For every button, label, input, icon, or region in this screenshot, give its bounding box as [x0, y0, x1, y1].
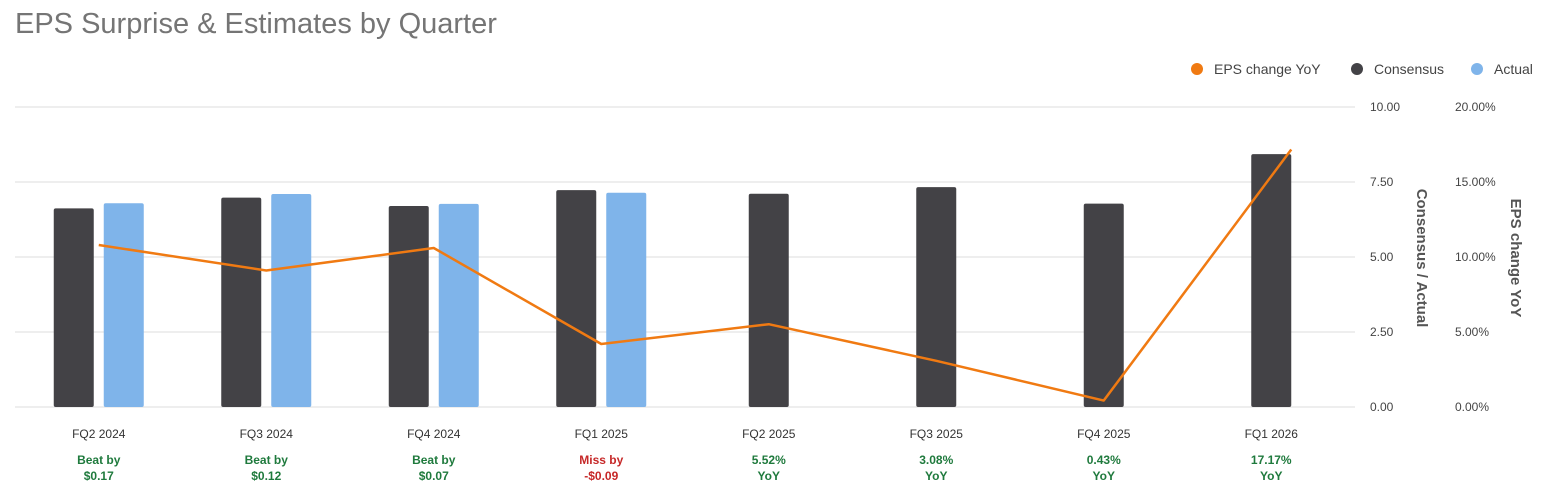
bars: [53, 154, 1292, 407]
y-left-tick-label: 0.00: [1370, 400, 1394, 414]
legend-label[interactable]: Consensus: [1374, 61, 1444, 77]
x-category-label: FQ4 2024: [407, 427, 461, 441]
actual-bar[interactable]: [606, 192, 647, 407]
legend-marker[interactable]: [1471, 63, 1483, 75]
annotation-line1: Beat by: [245, 453, 289, 467]
annotation-line1: 17.17%: [1251, 453, 1292, 467]
y-right-axis-title: EPS change YoY: [1507, 199, 1524, 318]
actual-bar[interactable]: [103, 203, 144, 407]
consensus-bar[interactable]: [221, 197, 262, 407]
annotation-line2: YoY: [1260, 469, 1282, 483]
consensus-bar[interactable]: [748, 193, 789, 407]
annotation-line1: Beat by: [77, 453, 121, 467]
consensus-bar[interactable]: [388, 206, 429, 407]
annotation-line2: YoY: [758, 469, 780, 483]
legend-label[interactable]: Actual: [1494, 61, 1533, 77]
legend-marker[interactable]: [1191, 63, 1203, 75]
y-right-tick-label: 15.00%: [1455, 175, 1496, 189]
y-right-tick-label: 0.00%: [1455, 400, 1489, 414]
x-category-label: FQ2 2024: [72, 427, 126, 441]
y-right-tick-label: 20.00%: [1455, 100, 1496, 114]
annotation-line1: 3.08%: [919, 453, 953, 467]
right-axis-ticks: 0.00% 5.00% 10.00% 15.00% 20.00%: [1455, 100, 1496, 414]
annotation-line2: -$0.09: [584, 469, 618, 483]
annotation-line1: Miss by: [579, 453, 623, 467]
consensus-bar[interactable]: [556, 190, 597, 407]
chart-title: EPS Surprise & Estimates by Quarter: [15, 8, 497, 40]
actual-bar[interactable]: [438, 203, 479, 407]
x-category-label: FQ2 2025: [742, 427, 796, 441]
category-labels: FQ2 2024 FQ3 2024 FQ4 2024 FQ1 2025 FQ2 2025…: [72, 427, 1298, 441]
grid-lines: [15, 106, 1355, 408]
annotation-line2: $0.12: [251, 469, 281, 483]
consensus-bar[interactable]: [1251, 154, 1292, 407]
surprise-annotations: Beat by $0.17 Beat by $0.12 Beat by $0.07 Miss…: [77, 453, 1292, 483]
x-category-label: FQ4 2025: [1077, 427, 1131, 441]
consensus-bar[interactable]: [1083, 203, 1124, 407]
annotation-line1: 0.43%: [1087, 453, 1121, 467]
legend-label[interactable]: EPS change YoY: [1214, 61, 1321, 77]
legend[interactable]: EPS change YoY Consensus Actual: [1191, 61, 1533, 77]
annotation-line2: YoY: [925, 469, 947, 483]
left-axis-ticks: 0.00 2.50 5.00 7.50 10.00: [1370, 100, 1400, 414]
y-left-tick-label: 7.50: [1370, 175, 1394, 189]
annotation-line1: 5.52%: [752, 453, 786, 467]
legend-marker[interactable]: [1351, 63, 1363, 75]
consensus-bar[interactable]: [916, 187, 957, 407]
y-left-axis-title: Consensus / Actual: [1413, 189, 1430, 328]
annotation-line1: Beat by: [412, 453, 456, 467]
actual-bar[interactable]: [271, 194, 312, 407]
y-left-tick-label: 10.00: [1370, 100, 1400, 114]
y-right-tick-label: 10.00%: [1455, 250, 1496, 264]
y-left-tick-label: 2.50: [1370, 325, 1394, 339]
annotation-line2: $0.07: [419, 469, 449, 483]
x-category-label: FQ3 2025: [910, 427, 964, 441]
y-right-tick-label: 5.00%: [1455, 325, 1489, 339]
eps-change-line[interactable]: [98, 148, 1293, 402]
y-left-tick-label: 5.00: [1370, 250, 1394, 264]
x-category-label: FQ3 2024: [240, 427, 294, 441]
annotation-line2: $0.17: [84, 469, 114, 483]
eps-change-line-layer: [98, 148, 1293, 402]
annotation-line2: YoY: [1093, 469, 1115, 483]
consensus-bar[interactable]: [53, 208, 94, 407]
x-category-label: FQ1 2026: [1245, 427, 1299, 441]
x-category-label: FQ1 2025: [575, 427, 629, 441]
